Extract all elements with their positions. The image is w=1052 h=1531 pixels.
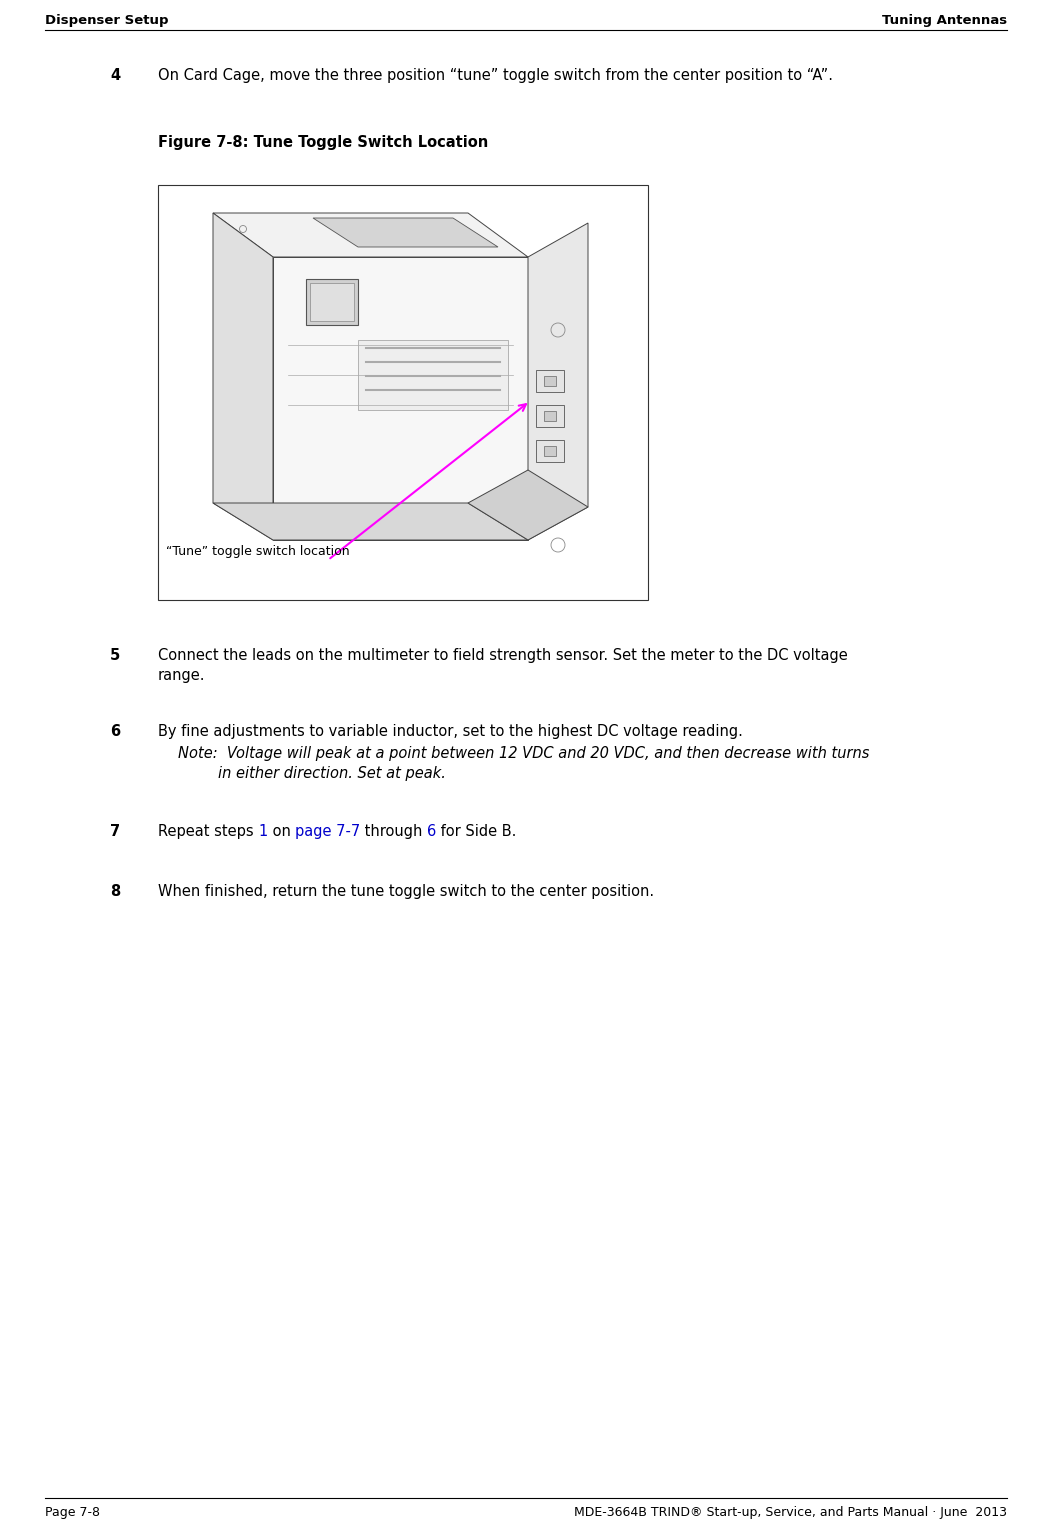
Polygon shape bbox=[213, 213, 274, 540]
Text: Repeat steps: Repeat steps bbox=[158, 824, 258, 839]
Text: 1: 1 bbox=[258, 824, 267, 839]
Bar bbox=[544, 446, 557, 456]
Text: 5: 5 bbox=[110, 648, 120, 663]
Bar bbox=[544, 410, 557, 421]
Bar bbox=[358, 340, 508, 410]
Text: for Side B.: for Side B. bbox=[437, 824, 517, 839]
Bar bbox=[306, 279, 358, 325]
Text: Page 7-8: Page 7-8 bbox=[45, 1507, 100, 1519]
Text: Tuning Antennas: Tuning Antennas bbox=[882, 14, 1007, 28]
Polygon shape bbox=[528, 224, 588, 540]
Text: Note:  Voltage will peak at a point between 12 VDC and 20 VDC, and then decrease: Note: Voltage will peak at a point betwe… bbox=[178, 746, 869, 761]
Text: through: through bbox=[360, 824, 427, 839]
Text: 6: 6 bbox=[110, 724, 120, 739]
Polygon shape bbox=[274, 257, 528, 540]
Text: 8: 8 bbox=[110, 883, 120, 899]
Text: 6: 6 bbox=[427, 824, 437, 839]
Text: By fine adjustments to variable inductor, set to the highest DC voltage reading.: By fine adjustments to variable inductor… bbox=[158, 724, 743, 739]
Text: 4: 4 bbox=[110, 67, 120, 83]
Polygon shape bbox=[313, 217, 498, 246]
Text: On Card Cage, move the three position “tune” toggle switch from the center posit: On Card Cage, move the three position “t… bbox=[158, 67, 833, 83]
Bar bbox=[537, 439, 564, 462]
Bar bbox=[544, 377, 557, 386]
Text: Figure 7-8: Tune Toggle Switch Location: Figure 7-8: Tune Toggle Switch Location bbox=[158, 135, 488, 150]
Bar bbox=[158, 185, 648, 600]
Text: Connect the leads on the multimeter to field strength sensor. Set the meter to t: Connect the leads on the multimeter to f… bbox=[158, 648, 848, 663]
Bar bbox=[537, 406, 564, 427]
Polygon shape bbox=[468, 470, 588, 540]
Text: Dispenser Setup: Dispenser Setup bbox=[45, 14, 168, 28]
Polygon shape bbox=[213, 213, 528, 257]
Text: in either direction. Set at peak.: in either direction. Set at peak. bbox=[218, 766, 446, 781]
Polygon shape bbox=[213, 504, 528, 540]
Text: 7: 7 bbox=[110, 824, 120, 839]
Text: range.: range. bbox=[158, 668, 205, 683]
Text: on: on bbox=[267, 824, 295, 839]
Text: “Tune” toggle switch location: “Tune” toggle switch location bbox=[166, 545, 349, 557]
Text: MDE-3664B TRIND® Start-up, Service, and Parts Manual · June  2013: MDE-3664B TRIND® Start-up, Service, and … bbox=[574, 1507, 1007, 1519]
Text: page 7-7: page 7-7 bbox=[295, 824, 360, 839]
Text: When finished, return the tune toggle switch to the center position.: When finished, return the tune toggle sw… bbox=[158, 883, 654, 899]
Bar bbox=[310, 283, 355, 322]
Bar bbox=[537, 371, 564, 392]
